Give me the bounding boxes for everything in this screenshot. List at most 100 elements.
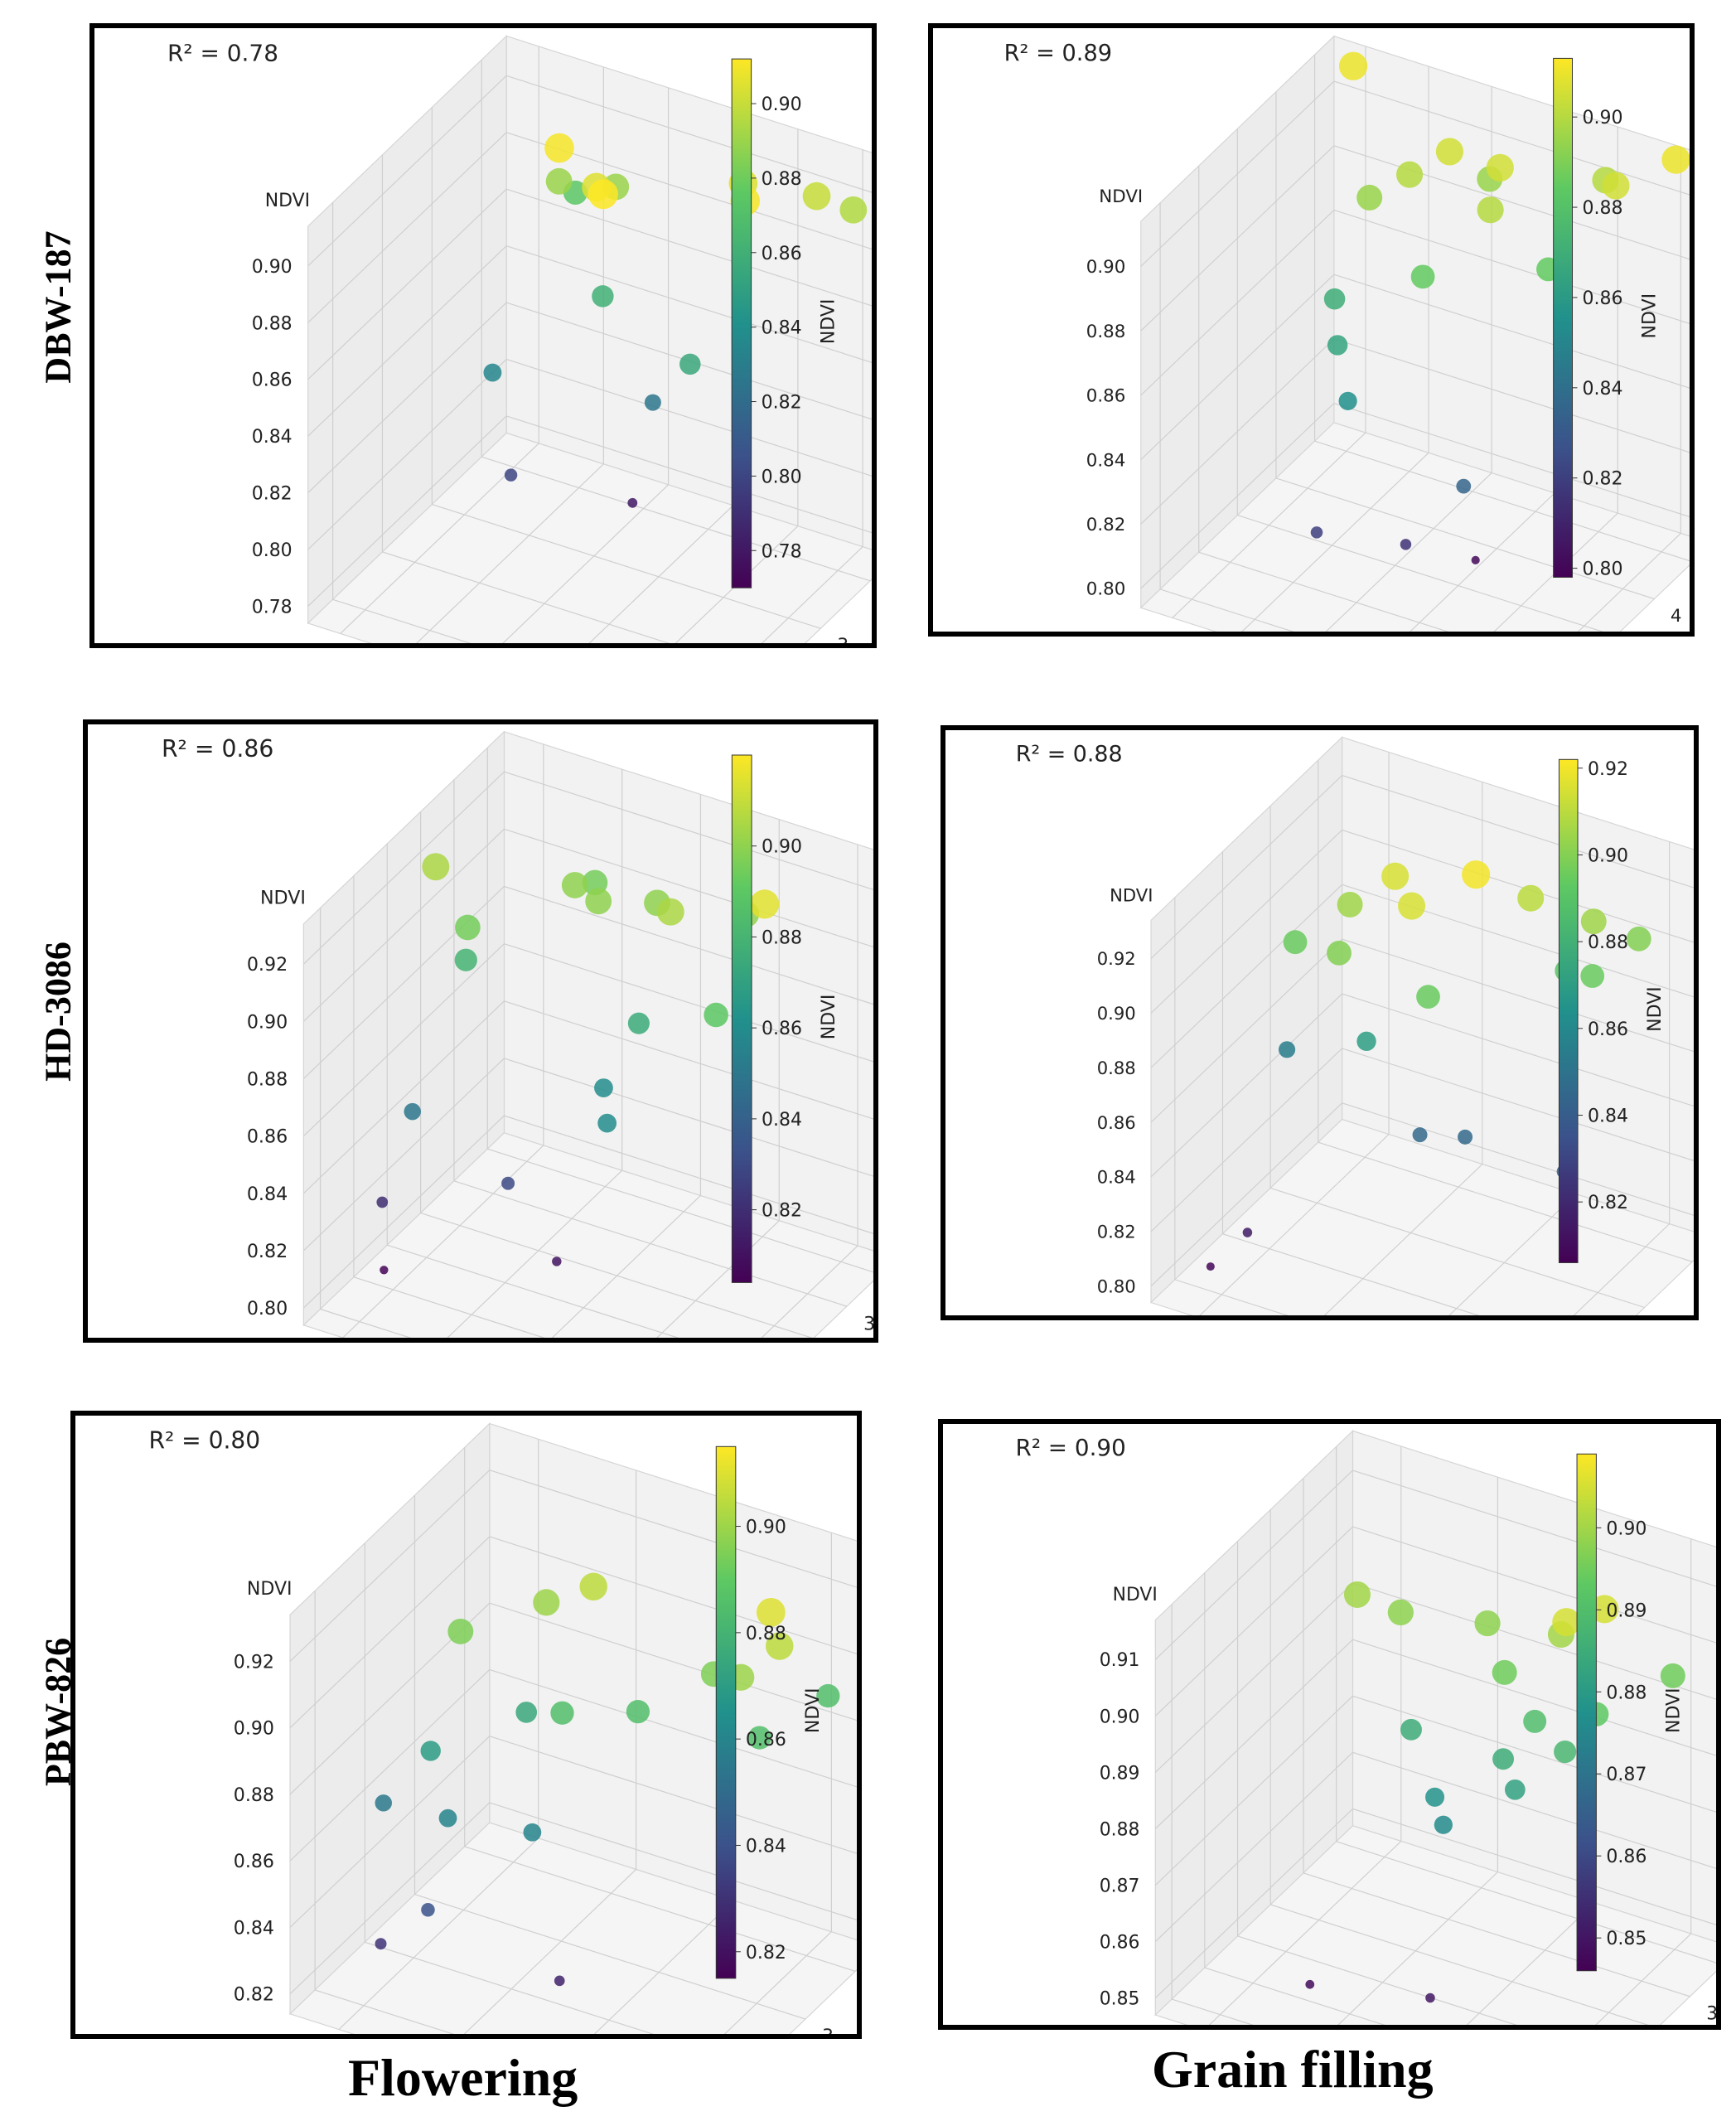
y-tick-label: 4 [1671,606,1682,627]
scatter-point [1283,930,1308,955]
colorbar-tick-label: 0.89 [1606,1600,1647,1621]
grid-z-side [1150,993,1342,1178]
scatter-point [1486,153,1514,182]
z-tick-label: 0.84 [252,427,293,448]
floor-pane [302,1132,873,1338]
scatter3d-svg: 2.53.03.54.04.57654320.800.820.840.860.8… [162,730,873,1338]
scatter-point [579,1572,607,1601]
z-tick-label: 0.82 [1086,515,1126,535]
grid-y-floor [1204,1967,1385,2025]
grid-z-side [307,75,507,267]
scatter-point [483,363,502,382]
grid-x-floor [588,505,734,643]
grid-y-floor [1275,477,1655,600]
grid-z-back [489,1668,857,1788]
colorbar-tick-label: 0.88 [1582,198,1622,219]
scatter-point [592,285,614,307]
z-tick-label: 0.80 [252,540,293,561]
grid-z-side [1140,145,1335,332]
scatter-point [1412,1127,1428,1143]
z-tick-label: 0.84 [247,1184,288,1205]
scatter-point [627,1012,650,1034]
scatter-point [1206,1262,1215,1271]
colorbar-tick-label: 0.86 [762,1019,802,1039]
grid-x-floor [1208,1840,1402,2025]
plot-group: 2.53.03.54.04.55.054320.780.800.820.840.… [167,35,872,643]
colorbar-tick-label: 0.87 [1606,1765,1647,1785]
grid-z-side [302,771,505,965]
colorbar-label: NDVI [819,995,839,1040]
colorbar-tick-label: 0.88 [1588,932,1628,953]
grid-z-side [289,1802,491,1995]
scatter-point [1278,1041,1296,1058]
colorbar-label: NDVI [1639,293,1660,339]
scatter-point [1517,884,1545,912]
grid-z-side [307,188,507,380]
grid-z-back [505,358,872,477]
colorbar-tick-label: 0.84 [1582,379,1622,399]
scatter-point [585,888,612,915]
scatter3d-svg: 2.53.03.54.07654320.850.860.870.880.890.… [1016,1429,1716,2025]
colorbar [1553,57,1573,578]
grid-y-floor [1237,515,1604,632]
grid-z-side [1140,80,1335,267]
grid-z-side [289,1736,491,1928]
scatter-point [816,1683,840,1708]
grid-z-side [1140,338,1335,525]
row-label-dbw187: DBW-187 [37,230,79,384]
grid-z-back [505,415,872,534]
grid-y-floor [487,1148,873,1273]
grid-y-floor [1314,440,1690,562]
scatter-point [679,353,701,375]
y-tick-label: 3 [863,1313,873,1334]
z-tick-label: 0.78 [252,597,293,617]
scatter-point [644,394,661,411]
grid-x-floor [338,1838,539,2031]
grid-y-floor [1336,1841,1716,1963]
grid-z-back [1342,993,1694,1107]
z-tick-label: 0.86 [1100,1933,1140,1954]
z-axis-label: NDVI [260,888,306,909]
scatter-point [656,898,684,926]
colorbar-tick-label: 0.82 [762,393,802,414]
grid-x-floor [675,525,799,643]
r2-label: R² = 0.86 [162,735,273,763]
scatter-point [1425,1993,1435,2003]
z-tick-label: 0.87 [1100,1876,1140,1896]
z-tick-label: 0.89 [1100,1763,1140,1784]
scatter-point [523,1823,542,1842]
grid-z-back [504,771,873,891]
grid-x-floor [1466,1902,1595,2025]
r2-label: R² = 0.78 [167,39,278,66]
plot-group: 2.02.53.03.54.04.5765430.800.820.840.860… [1004,35,1690,632]
grid-y-floor [1303,1872,1690,1997]
scatter-point [747,1726,771,1750]
scatter-point [704,1002,728,1028]
plot-group: 2.53.03.54.07654320.850.860.870.880.890.… [1016,1429,1716,2025]
grid-z-back [489,1736,857,1854]
colorbar [731,754,752,1283]
colorbar-tick-label: 0.92 [1588,759,1628,780]
grid-x-floor [551,1195,701,1338]
colorbar [731,58,752,588]
scatter3d-svg: 3.03.54.04.554320.800.820.840.860.880.90… [1016,736,1694,1315]
scatter-point [447,1618,474,1644]
scatter-point [1356,184,1383,211]
y-axis-label: Leaf Area Index (LAI) [846,622,872,643]
y-axis-label: Leaf Area Index (LAI) [831,2012,857,2034]
grid-x-floor [1199,1134,1390,1315]
scatter-point [1323,288,1346,310]
colorbar-tick-label: 0.86 [762,244,802,264]
y-tick-label: 3 [1661,1313,1671,1315]
scatter-point [1305,1979,1315,1989]
z-tick-label: 0.86 [234,1852,274,1872]
row-label-hd3086: HD-3086 [37,942,79,1082]
r2-label: R² = 0.89 [1004,41,1112,66]
colorbar-tick-label: 0.90 [1606,1518,1647,1539]
colorbar-label: NDVI [1663,1687,1684,1733]
grid-z-back [489,1602,857,1721]
scatter3d-svg: 2.02.53.03.54.04.5765430.800.820.840.860… [1004,35,1690,632]
grid-y-floor [1270,1904,1649,2025]
col-label-grain-filling: Grain filling [1152,2040,1434,2099]
colorbar-tick-label: 0.88 [746,1624,786,1644]
